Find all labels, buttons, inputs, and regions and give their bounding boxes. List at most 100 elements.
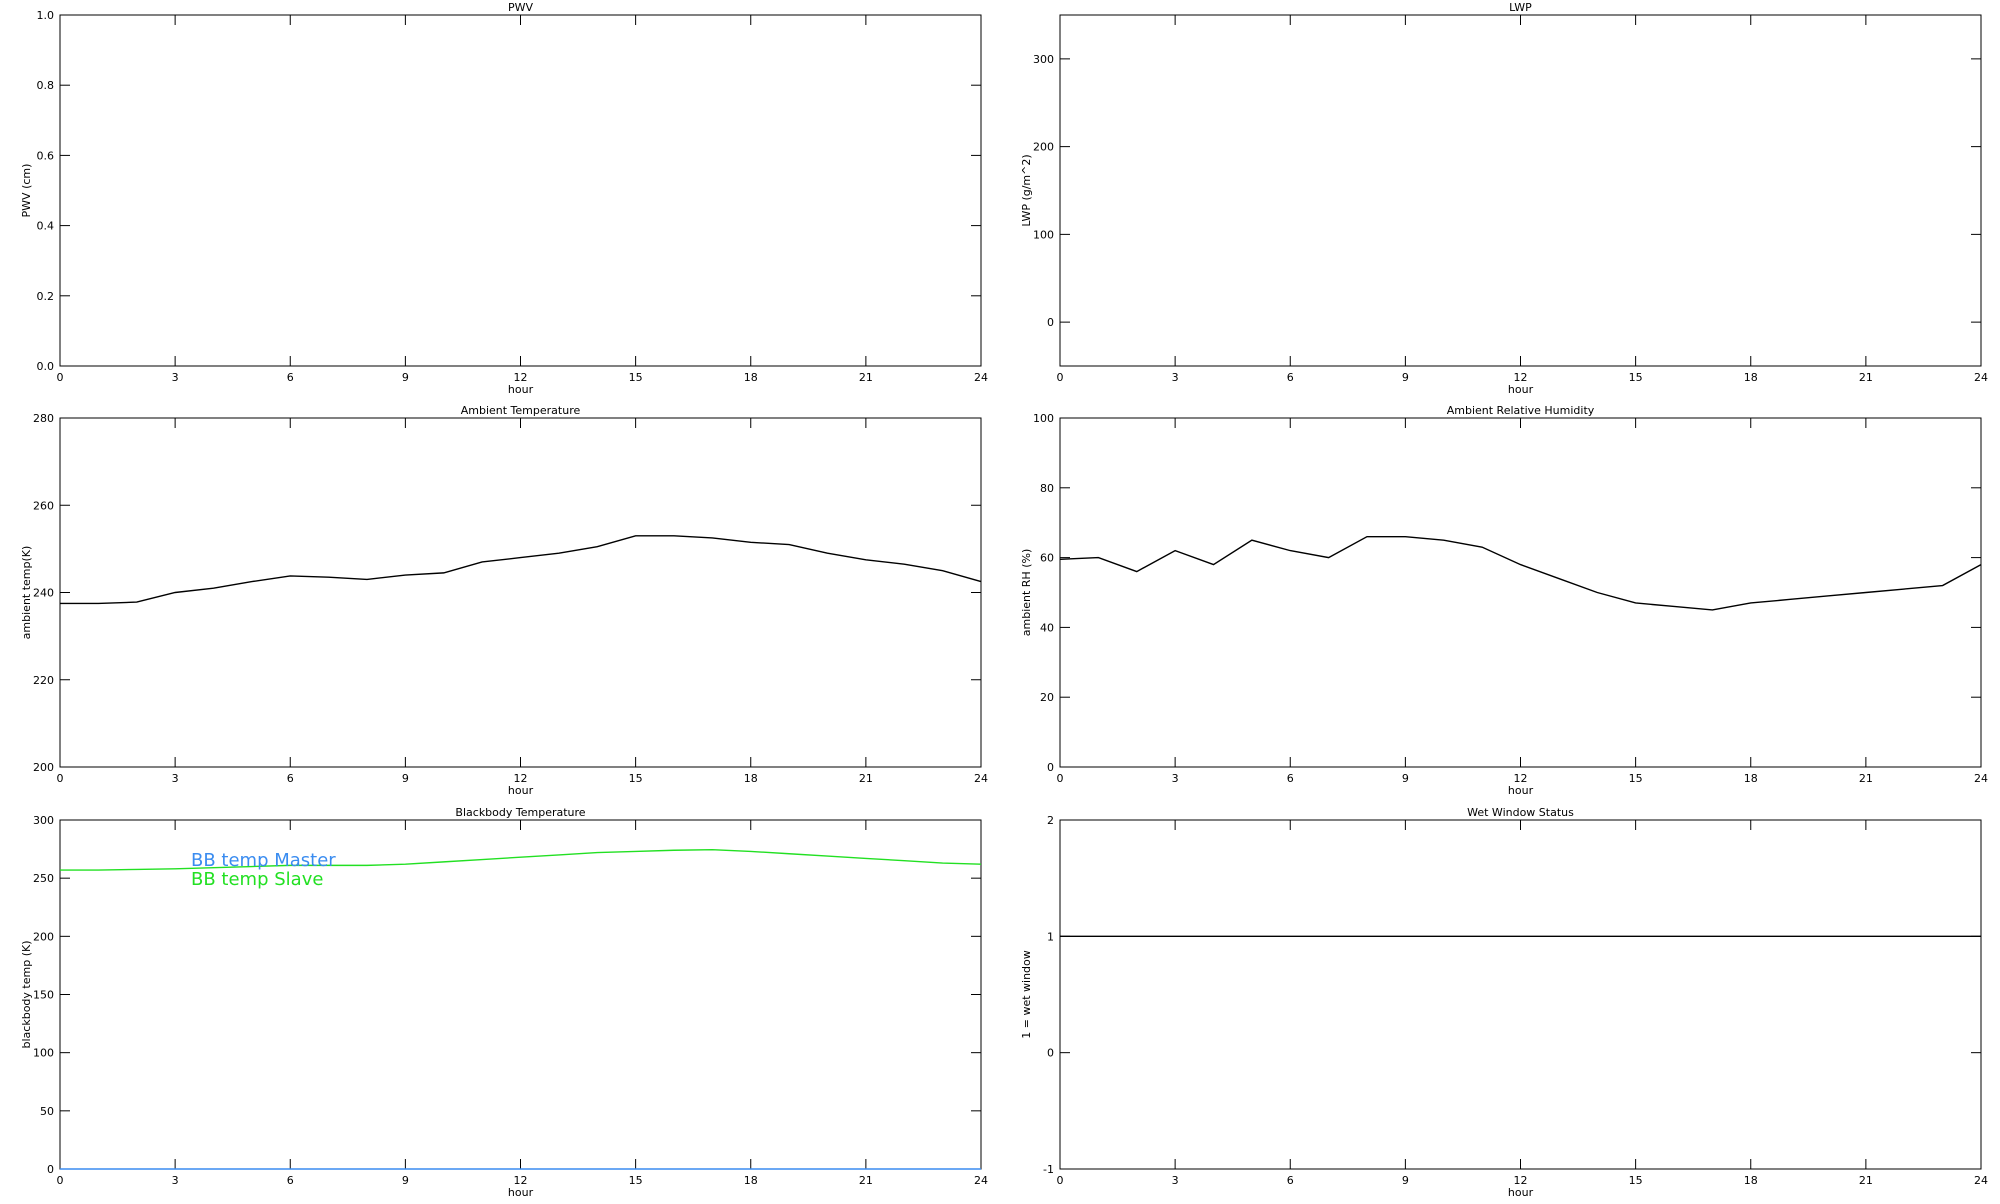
y-axis-label: ambient RH (%) <box>1020 549 1033 637</box>
y-tick-label: 0.8 <box>37 79 55 92</box>
x-tick-label: 3 <box>1172 371 1179 384</box>
x-tick-label: 18 <box>1744 371 1758 384</box>
y-tick-label: 1 <box>1047 930 1054 943</box>
x-tick-label: 0 <box>57 1174 64 1187</box>
plot-frame <box>1059 417 1982 768</box>
x-tick-label: 0 <box>1057 1174 1064 1187</box>
x-tick-label: 21 <box>1859 371 1873 384</box>
x-tick-label: 3 <box>172 371 179 384</box>
x-tick-label: 15 <box>1629 1174 1643 1187</box>
x-tick-label: 6 <box>287 1174 294 1187</box>
x-tick-label: 9 <box>402 772 409 785</box>
data-line <box>1059 535 1982 611</box>
x-axis-label: hour <box>508 1186 534 1199</box>
y-tick-label: 200 <box>33 930 54 943</box>
x-tick-label: 0 <box>57 371 64 384</box>
chart-title: Blackbody Temperature <box>455 806 585 819</box>
y-tick-label: 2 <box>1047 814 1054 827</box>
y-tick-label: 200 <box>1033 141 1054 154</box>
x-tick-label: 24 <box>1974 1174 1988 1187</box>
x-tick-label: 21 <box>859 371 873 384</box>
x-axis-label: hour <box>508 784 534 797</box>
x-tick-label: 12 <box>1514 1174 1528 1187</box>
y-tick-label: 1.0 <box>37 9 55 22</box>
x-tick-label: 24 <box>974 772 988 785</box>
x-tick-label: 3 <box>1172 772 1179 785</box>
x-tick-label: 15 <box>1629 371 1643 384</box>
x-tick-label: 6 <box>1287 371 1294 384</box>
y-tick-label: 300 <box>33 814 54 827</box>
y-tick-label: 60 <box>1040 552 1054 565</box>
y-axis-label: blackbody temp (K) <box>20 941 33 1049</box>
chart-title: Ambient Relative Humidity <box>1447 404 1595 417</box>
data-line <box>60 848 982 871</box>
y-tick-label: 40 <box>1040 621 1054 634</box>
chart-title: LWP <box>1509 1 1532 14</box>
y-tick-label: -1 <box>1043 1163 1054 1176</box>
x-axis-label: hour <box>1508 1186 1534 1199</box>
x-tick-label: 18 <box>744 1174 758 1187</box>
data-line <box>60 535 982 605</box>
legend-entry: BB temp Master <box>191 850 336 871</box>
x-tick-label: 18 <box>1744 1174 1758 1187</box>
y-tick-label: 50 <box>40 1105 54 1118</box>
x-tick-label: 9 <box>402 1174 409 1187</box>
x-tick-label: 0 <box>1057 371 1064 384</box>
y-axis-label: 1 = wet window <box>1020 950 1033 1039</box>
x-tick-label: 3 <box>1172 1174 1179 1187</box>
x-tick-label: 3 <box>172 1174 179 1187</box>
x-tick-label: 24 <box>974 371 988 384</box>
chart-title: Ambient Temperature <box>461 404 581 417</box>
plot-frame <box>59 14 982 367</box>
chart-title: Wet Window Status <box>1467 806 1574 819</box>
x-tick-label: 21 <box>859 772 873 785</box>
x-tick-label: 9 <box>1402 772 1409 785</box>
y-tick-label: 250 <box>33 872 54 885</box>
y-tick-label: 0.6 <box>37 149 55 162</box>
x-tick-label: 18 <box>744 371 758 384</box>
y-tick-label: 100 <box>1033 228 1054 241</box>
legend-entry: BB temp Slave <box>191 869 323 890</box>
y-tick-label: 150 <box>33 989 54 1002</box>
x-tick-label: 12 <box>1514 371 1528 384</box>
x-tick-label: 12 <box>514 772 528 785</box>
x-tick-label: 15 <box>629 371 643 384</box>
x-axis-label: hour <box>1508 784 1534 797</box>
y-tick-label: 240 <box>33 587 54 600</box>
x-tick-label: 6 <box>287 772 294 785</box>
x-tick-label: 21 <box>1859 1174 1873 1187</box>
y-tick-label: 0 <box>1047 761 1054 774</box>
y-tick-label: 100 <box>33 1047 54 1060</box>
x-tick-label: 24 <box>974 1174 988 1187</box>
y-tick-label: 100 <box>1033 412 1054 425</box>
x-tick-label: 9 <box>402 371 409 384</box>
x-tick-label: 24 <box>1974 371 1988 384</box>
y-tick-label: 220 <box>33 674 54 687</box>
y-tick-label: 20 <box>1040 691 1054 704</box>
y-tick-label: 0 <box>47 1163 54 1176</box>
y-tick-label: 80 <box>1040 482 1054 495</box>
y-tick-label: 0 <box>1047 1047 1054 1060</box>
x-tick-label: 6 <box>1287 772 1294 785</box>
x-tick-label: 6 <box>1287 1174 1294 1187</box>
y-tick-label: 260 <box>33 499 54 512</box>
y-tick-label: 0.2 <box>37 290 55 303</box>
x-tick-label: 9 <box>1402 371 1409 384</box>
x-tick-label: 6 <box>287 371 294 384</box>
x-tick-label: 12 <box>514 1174 528 1187</box>
x-tick-label: 15 <box>629 772 643 785</box>
y-tick-label: 200 <box>33 761 54 774</box>
y-axis-label: LWP (g/m^2) <box>1020 154 1033 226</box>
x-tick-label: 21 <box>859 1174 873 1187</box>
y-axis-label: PWV (cm) <box>20 164 33 218</box>
x-tick-label: 12 <box>1514 772 1528 785</box>
x-tick-label: 0 <box>57 772 64 785</box>
x-tick-label: 18 <box>1744 772 1758 785</box>
x-axis-label: hour <box>1508 383 1534 396</box>
x-tick-label: 12 <box>514 371 528 384</box>
x-tick-label: 21 <box>1859 772 1873 785</box>
y-tick-label: 0 <box>1047 316 1054 329</box>
plot-frame <box>59 417 982 768</box>
y-tick-label: 280 <box>33 412 54 425</box>
